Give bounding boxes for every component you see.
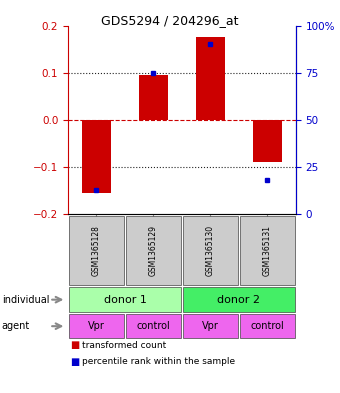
Text: percentile rank within the sample: percentile rank within the sample — [82, 358, 235, 366]
Text: GSM1365131: GSM1365131 — [263, 225, 272, 276]
Text: control: control — [137, 321, 170, 331]
Text: GDS5294 / 204296_at: GDS5294 / 204296_at — [101, 14, 239, 27]
Text: Vpr: Vpr — [202, 321, 219, 331]
Text: transformed count: transformed count — [82, 341, 166, 350]
Text: agent: agent — [2, 321, 30, 331]
Text: ■: ■ — [70, 357, 79, 367]
Text: GSM1365128: GSM1365128 — [92, 225, 101, 276]
Text: Vpr: Vpr — [88, 321, 105, 331]
Text: donor 1: donor 1 — [103, 295, 147, 305]
Text: donor 2: donor 2 — [217, 295, 260, 305]
Text: individual: individual — [2, 295, 49, 305]
Bar — [196, 37, 225, 120]
Text: control: control — [251, 321, 284, 331]
Bar — [253, 120, 282, 162]
Text: GSM1365129: GSM1365129 — [149, 225, 158, 276]
Text: ■: ■ — [70, 340, 79, 351]
Text: GSM1365130: GSM1365130 — [206, 225, 215, 276]
Bar — [139, 75, 168, 120]
Bar — [82, 120, 111, 193]
